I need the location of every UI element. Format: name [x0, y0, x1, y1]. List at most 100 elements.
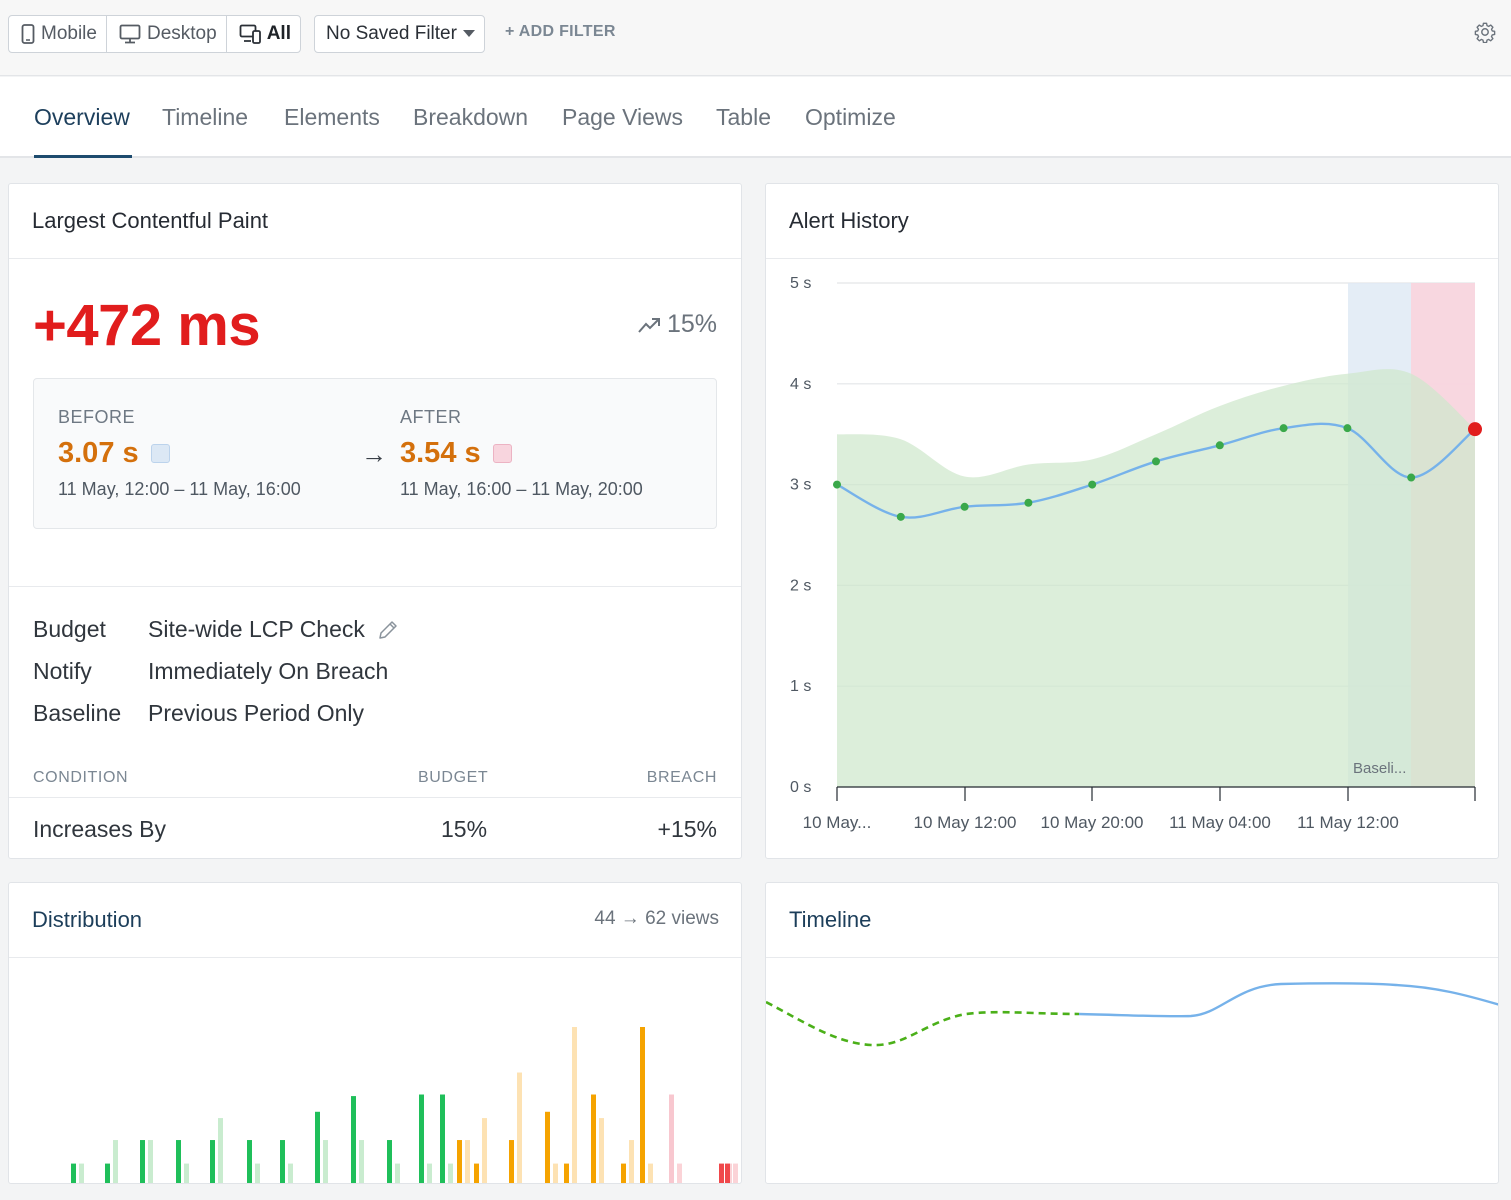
budget-cell: 15% — [441, 816, 488, 842]
mobile-label: Mobile — [41, 23, 97, 44]
distribution-bar-light — [288, 1163, 293, 1183]
distribution-bar-light — [465, 1140, 470, 1183]
saved-filter-select[interactable]: No Saved Filter — [314, 15, 485, 53]
timeline-chart[interactable] — [766, 883, 1499, 1184]
pencil-icon[interactable] — [377, 619, 399, 641]
y-tick-label: 1 s — [790, 678, 811, 695]
data-point[interactable] — [960, 502, 969, 511]
distribution-bar — [247, 1140, 252, 1183]
x-tick-label: 11 May 04:00 — [1169, 813, 1271, 832]
distribution-bar — [719, 1163, 724, 1183]
distribution-bar — [545, 1111, 550, 1183]
after-value-text: 3.54 s — [400, 437, 481, 469]
tab-elements[interactable]: Elements — [284, 104, 380, 130]
y-tick-label: 3 s — [790, 477, 811, 494]
distribution-card: Distribution 44 → 62 views — [8, 882, 742, 1184]
all-devices-button[interactable]: All — [227, 16, 300, 52]
tab-breakdown[interactable]: Breakdown — [413, 104, 529, 130]
tab-table[interactable]: Table — [716, 104, 771, 130]
distribution-bar — [280, 1140, 285, 1183]
mobile-icon — [21, 24, 35, 44]
data-point[interactable] — [1215, 441, 1224, 450]
distribution-chart[interactable] — [9, 883, 742, 1184]
breach-point[interactable] — [1468, 422, 1482, 437]
distribution-bar — [640, 1027, 645, 1183]
baseline-value: Previous Period Only — [148, 700, 365, 726]
y-tick-label: 2 s — [790, 577, 811, 594]
distribution-bar-light — [255, 1163, 260, 1183]
distribution-bar — [440, 1094, 445, 1183]
before-value: 3.07 s — [58, 437, 170, 470]
x-tick-label: 11 May 12:00 — [1297, 813, 1399, 832]
distribution-bar — [105, 1163, 110, 1183]
distribution-bar — [725, 1163, 730, 1183]
all-devices-icon — [239, 24, 261, 44]
lcp-percent-value: 15% — [666, 310, 717, 338]
tab-bar: Overview Timeline Elements Breakdown Pag… — [0, 77, 1511, 158]
active-tab-indicator — [34, 155, 132, 158]
table-header-condition: CONDITION — [33, 769, 129, 786]
distribution-bar-light — [113, 1140, 118, 1183]
data-point[interactable] — [1407, 473, 1416, 482]
distribution-bar-light — [359, 1140, 364, 1183]
tab-timeline[interactable]: Timeline — [162, 104, 249, 130]
lcp-percent-change: 15% — [637, 310, 717, 339]
x-tick-label: 10 May... — [803, 813, 872, 832]
after-label: AFTER — [400, 407, 462, 427]
distribution-title: Distribution — [32, 907, 143, 932]
alert-history-chart[interactable]: 0 s 1 s 2 s 3 s 4 s 5 s 10 May... 10 May 12:00… — [766, 184, 1499, 859]
baseline-band-label: Baseli... — [1353, 760, 1406, 777]
distribution-bar-light — [448, 1163, 453, 1183]
table-header-budget: BUDGET — [418, 769, 489, 786]
tab-optimize[interactable]: Optimize — [805, 104, 896, 130]
data-point[interactable] — [1279, 424, 1288, 433]
tab-page-views[interactable]: Page Views — [562, 104, 684, 130]
arrow-right-icon: → — [361, 439, 387, 469]
data-point[interactable] — [1152, 457, 1160, 466]
distribution-bar-light — [323, 1140, 328, 1183]
gear-icon[interactable] — [1474, 21, 1496, 43]
distribution-bar-light — [184, 1163, 189, 1183]
before-value-text: 3.07 s — [58, 437, 139, 469]
distribution-bar — [387, 1140, 392, 1183]
distribution-bar — [509, 1140, 514, 1183]
mobile-button[interactable]: Mobile — [9, 16, 107, 52]
notify-key: Notify — [33, 658, 92, 684]
data-point[interactable] — [833, 480, 841, 489]
card-header-divider — [9, 957, 741, 958]
distribution-bar — [669, 1094, 674, 1183]
data-point[interactable] — [1088, 480, 1097, 489]
y-tick-label: 4 s — [790, 376, 811, 393]
distribution-bar-light — [395, 1163, 400, 1183]
desktop-button[interactable]: Desktop — [107, 16, 227, 52]
before-range: 11 May, 12:00 – 11 May, 16:00 — [58, 479, 301, 499]
data-point[interactable] — [896, 512, 905, 521]
distribution-bar — [176, 1140, 181, 1183]
saved-filter-value: No Saved Filter — [326, 23, 457, 44]
distribution-bar-light — [677, 1163, 682, 1183]
data-point[interactable] — [1024, 498, 1033, 507]
card-header-divider — [766, 957, 1498, 958]
distribution-bar — [419, 1094, 424, 1183]
timeline-dashed-line — [766, 1000, 1080, 1047]
distribution-bar-light — [648, 1163, 653, 1183]
add-filter-button[interactable]: + ADD FILTER — [505, 23, 616, 40]
before-label: BEFORE — [58, 407, 136, 427]
before-swatch — [150, 444, 170, 463]
views-count: 44 → 62 views — [594, 908, 719, 929]
distribution-bar-light — [427, 1163, 432, 1183]
after-range: 11 May, 16:00 – 11 May, 20:00 — [400, 479, 643, 499]
timeline-card: Timeline — [765, 882, 1499, 1184]
timeline-solid-line — [1078, 982, 1498, 1018]
distribution-bar — [474, 1163, 479, 1183]
distribution-bar — [457, 1140, 462, 1183]
lcp-card-title: Largest Contentful Paint — [32, 208, 269, 233]
data-point[interactable] — [1343, 424, 1352, 433]
alert-history-title: Alert History — [789, 208, 909, 233]
budget-name[interactable]: Site-wide LCP Check — [148, 616, 365, 642]
distribution-bar — [71, 1163, 76, 1183]
distribution-bar-light — [79, 1163, 84, 1183]
x-tick-label: 10 May 20:00 — [1040, 813, 1143, 832]
budget-key: Budget — [33, 616, 106, 642]
tab-overview[interactable]: Overview — [34, 104, 130, 130]
